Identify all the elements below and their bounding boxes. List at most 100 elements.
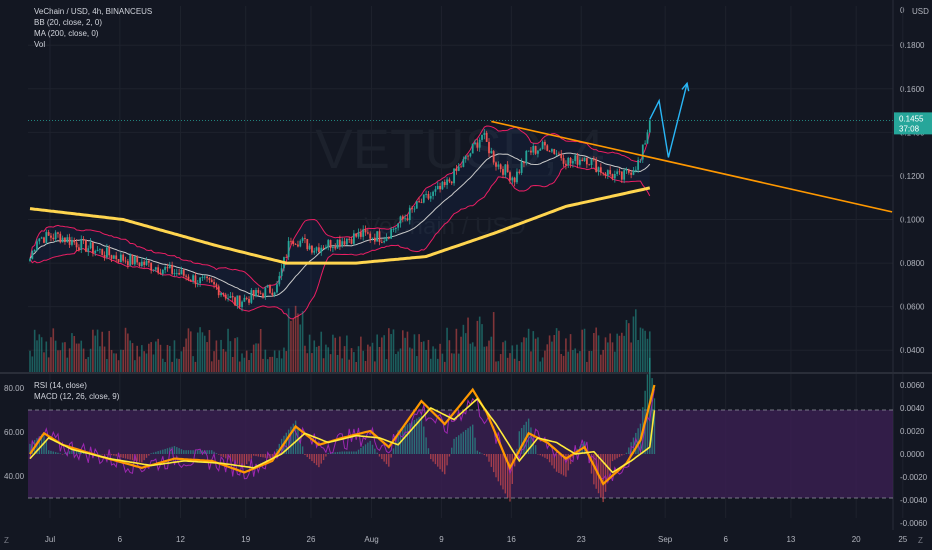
candle-body [327,240,330,248]
legend-ma[interactable]: MA (200, close, 0) [34,29,99,38]
macd-histogram-bar [551,454,553,466]
candle-body [625,169,628,171]
macd-histogram-bar [628,447,630,454]
legend-bb[interactable]: BB (20, close, 2, 0) [34,18,103,27]
macd-histogram-bar [164,448,166,454]
volume-bar [621,332,623,372]
macd-histogram-bar [71,450,73,454]
volume-bar [560,353,563,372]
volume-bar [115,353,118,372]
candle-body [357,232,360,237]
volume-bar [292,318,295,372]
volume-bar [113,353,115,372]
candle-body [262,293,264,298]
candle-body [483,132,486,135]
candle-body [33,249,36,252]
volume-bar [238,361,241,372]
volume-bar [157,338,159,372]
candle-body [45,232,48,243]
zoom-left-button[interactable]: Z [4,536,9,545]
date-tick-label: Aug [364,535,378,544]
candle-body [122,254,125,261]
macd-histogram-bar [234,454,236,463]
macd-histogram-bar [131,454,134,461]
macd-histogram-bar [271,454,274,460]
volume-bar [178,358,180,372]
volume-bar [446,327,448,372]
volume-bar [395,353,397,372]
candle-body [471,144,474,154]
macd-histogram-bar [57,452,59,454]
candle-body [383,241,386,243]
macd-histogram-bar [211,450,213,454]
candle-body [80,239,83,250]
macd-histogram-bar [504,454,507,494]
volume-bar [162,358,164,372]
candle-body [490,151,493,154]
volume-bar [145,353,148,372]
candle-body [404,218,407,220]
macd-histogram-bar [150,453,152,454]
volume-bar [152,354,155,372]
date-tick-label: Sep [658,535,673,544]
volume-bar [85,358,87,372]
candle-body [530,150,532,153]
macd-histogram-bar [483,454,486,456]
macd-histogram-bar [215,453,218,454]
candle-body [611,174,614,179]
macd-histogram-bar [285,432,287,454]
volume-bar [224,351,227,372]
candle-body [546,145,549,151]
macd-histogram-bar [136,454,138,462]
macd-histogram-bar [413,420,416,454]
macd-histogram-bar [621,454,623,456]
volume-bar [196,332,199,372]
candle-body [399,216,402,224]
volume-bar [92,329,94,372]
macd-histogram-bar [369,440,371,454]
volume-bar [148,343,150,372]
volume-bar [513,358,516,372]
macd-histogram-bar [539,454,541,456]
volume-bar [357,346,360,372]
volume-bar [364,360,367,372]
candle-body [117,259,120,263]
volume-bar [411,348,413,372]
legend-vol[interactable]: Vol [34,40,46,49]
macd-histogram-bar [527,418,530,454]
macd-histogram-bar [143,454,145,461]
legend-rsi[interactable]: RSI (14, close) [34,381,87,390]
legend-title[interactable]: VeChain / USD, 4h, BINANCEUS [34,7,153,16]
volume-bar [287,308,290,372]
candle-body [513,177,516,183]
zoom-right-button[interactable]: Z [918,536,923,545]
macd-histogram-bar [110,454,113,456]
macd-tick-label: -0.0040 [900,496,928,505]
volume-bar [54,340,57,372]
candle-body [292,241,295,245]
volume-bar [618,335,621,372]
volume-bar [278,350,281,372]
volume-bar [448,340,451,372]
volume-bar [495,361,497,372]
volume-bar [425,349,427,372]
macd-histogram-bar [423,426,425,454]
volume-bar [229,341,232,372]
volume-bar [117,360,120,372]
macd-histogram-bar [455,437,458,454]
candle-body [259,292,262,294]
macd-histogram-bar [159,450,162,454]
macd-histogram-bar [204,450,206,454]
volume-bar [159,344,162,372]
date-tick-label: 6 [118,535,123,544]
macd-histogram-bar [38,436,41,454]
volume-bar [108,330,111,372]
macd-histogram-bar [558,454,560,473]
candle-body [210,279,213,283]
candle-body [606,170,609,176]
legend-macd[interactable]: MACD (12, 26, close, 9) [34,392,120,401]
macd-histogram-bar [250,454,253,459]
macd-histogram-bar [299,437,301,454]
candle-body [618,171,621,173]
